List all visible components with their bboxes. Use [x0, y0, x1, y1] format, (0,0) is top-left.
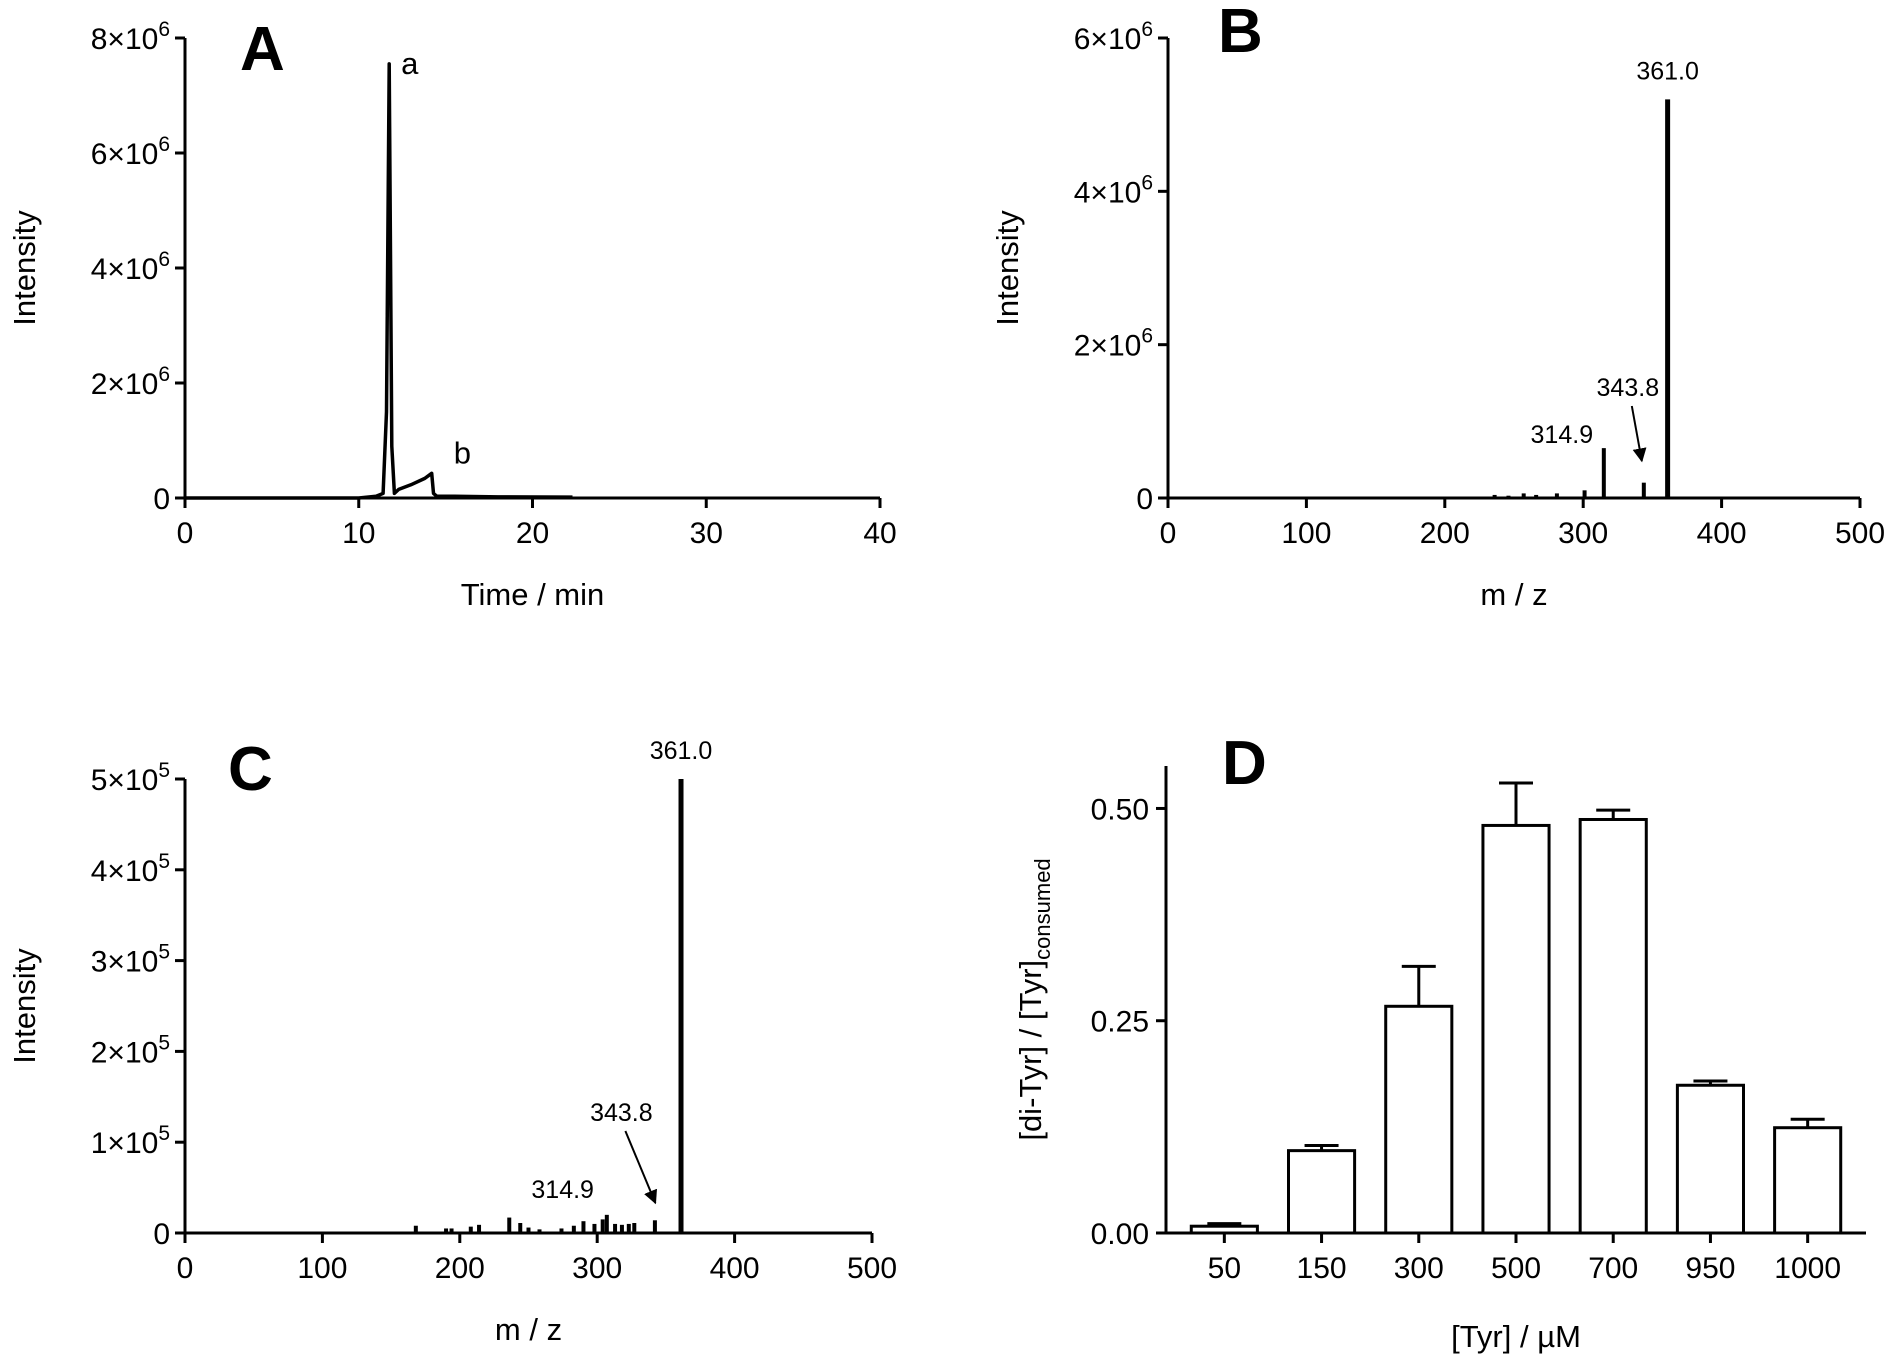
x-tick-label: 400: [1697, 517, 1747, 550]
x-axis-label: m / z: [495, 1312, 562, 1347]
y-tick-label: 3×105: [91, 941, 170, 979]
x-tick-label: 500: [1835, 517, 1885, 550]
y-tick-label: 4×106: [1074, 171, 1153, 209]
x-tick-label: 100: [1281, 517, 1331, 550]
panel-B: 0 100 200 300 400 500 0 2×106 4×106 6×106 m / z Int…: [990, 0, 1885, 612]
panel-D: 0.00 0.25 0.50 50 150 300 500 700 950 1000 [Tyr] /…: [1013, 729, 1866, 1354]
y-tick-label: 6×106: [91, 133, 170, 171]
y-tick-label: 8×106: [91, 18, 170, 56]
peak-label-343: 343.8: [1597, 374, 1660, 402]
y-tick-label: 1×105: [91, 1122, 170, 1160]
bar-300: [1384, 1004, 1454, 1235]
x-axis-label: Time / min: [461, 577, 605, 612]
x-tick-label: 300: [572, 1252, 622, 1285]
panel-letter: D: [1222, 729, 1267, 798]
bar-1000: [1773, 1126, 1843, 1235]
x-tick-label: 300: [1394, 1252, 1444, 1285]
x-axis-label: m / z: [1480, 577, 1547, 612]
y-tick-label: 0: [1136, 483, 1153, 516]
y-tick-label: 0.00: [1091, 1218, 1149, 1251]
x-tick-label: 200: [435, 1252, 485, 1285]
x-tick-label: 0: [177, 1252, 194, 1285]
x-tick-label: 500: [1491, 1252, 1541, 1285]
x-tick-label: 200: [1420, 517, 1470, 550]
peak-label-343: 343.8: [590, 1099, 653, 1127]
x-tick-label: 500: [847, 1252, 897, 1285]
chromatogram-line: [185, 62, 573, 500]
x-tick-label: 950: [1685, 1252, 1735, 1285]
y-tick-label: 5×105: [91, 759, 170, 797]
y-tick-label: 0: [153, 483, 170, 516]
peak-label-314: 314.9: [1531, 421, 1594, 449]
x-tick-label: 1000: [1774, 1252, 1841, 1285]
y-tick-label: 4×106: [91, 248, 170, 286]
x-tick-label: 0: [177, 517, 194, 550]
y-axis-label: Intensity: [7, 210, 42, 326]
y-tick-label: 2×106: [1074, 325, 1153, 363]
y-tick-label: 2×106: [91, 363, 170, 401]
y-axis-label: Intensity: [7, 948, 42, 1064]
x-tick-label: 40: [863, 517, 896, 550]
arrow-343: [1630, 405, 1647, 463]
y-tick-label: 0.25: [1091, 1006, 1149, 1039]
x-tick-label: 20: [516, 517, 549, 550]
peak-annotation-a: a: [401, 46, 419, 81]
x-tick-label: 400: [710, 1252, 760, 1285]
peak-label-314: 314.9: [531, 1176, 594, 1204]
panel-letter: A: [240, 15, 285, 84]
arrow-343: [624, 1130, 657, 1205]
peak-label-361: 361.0: [650, 737, 713, 765]
y-tick-label: 0.50: [1091, 793, 1149, 826]
y-tick-label: 2×105: [91, 1031, 170, 1069]
x-tick-label: 30: [690, 517, 723, 550]
x-tick-label: 100: [297, 1252, 347, 1285]
bar-700: [1578, 817, 1648, 1235]
x-tick-label: 150: [1297, 1252, 1347, 1285]
panel-C: 0 100 200 300 400 500 0 1×105 2×105 3×105 4×105 5×1…: [7, 735, 897, 1347]
y-axis-label: Intensity: [990, 210, 1025, 326]
y-tick-label: 4×105: [91, 850, 170, 888]
bar-50: [1189, 1224, 1259, 1235]
y-tick-label: 6×106: [1074, 18, 1153, 56]
bar-500: [1481, 823, 1551, 1235]
x-axis-label: [Tyr] / µM: [1451, 1319, 1581, 1354]
bar-150: [1287, 1149, 1357, 1235]
peak-annotation-b: b: [454, 435, 471, 470]
y-axis-label: [di-Tyr] / [Tyr]consumed: [1013, 858, 1055, 1140]
panel-letter: B: [1218, 0, 1263, 66]
peak-label-361: 361.0: [1636, 57, 1699, 85]
panel-A: 0 10 20 30 40 0 2×106 4×106 6×106 8×106 Time / min…: [7, 15, 897, 612]
y-tick-label: 0: [153, 1218, 170, 1251]
x-tick-label: 0: [1160, 517, 1177, 550]
panel-letter: C: [228, 735, 273, 804]
x-tick-label: 300: [1558, 517, 1608, 550]
bar-950: [1675, 1083, 1746, 1235]
x-tick-label: 50: [1208, 1252, 1241, 1285]
x-tick-label: 10: [342, 517, 375, 550]
x-tick-label: 700: [1588, 1252, 1638, 1285]
